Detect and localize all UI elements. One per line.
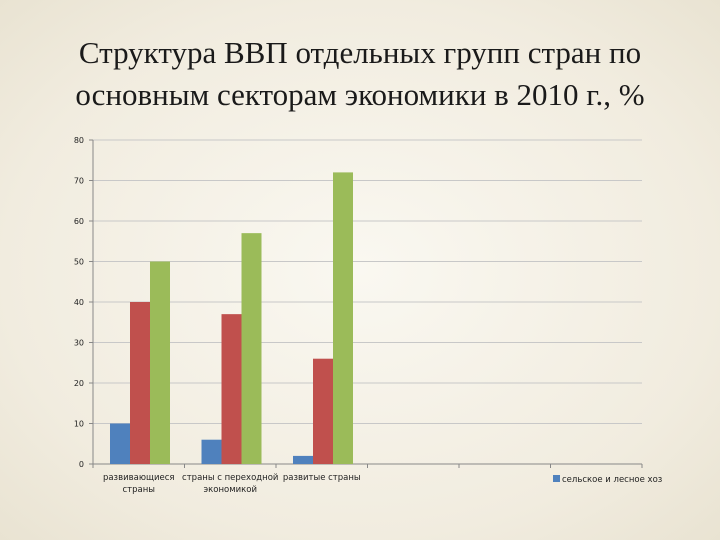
x-category-label: страны xyxy=(123,485,156,495)
y-tick-label: 40 xyxy=(74,298,84,307)
bar xyxy=(241,233,262,464)
title-line-1: Структура ВВП отдельных групп стран по xyxy=(78,35,642,70)
x-category-label: страны с переходной xyxy=(182,473,278,483)
legend[interactable]: сельское и лесное хоз xyxy=(553,475,663,485)
slide-title: Структура ВВП отдельных групп стран по о… xyxy=(20,32,700,116)
bar xyxy=(293,455,313,464)
grid-lines xyxy=(93,139,642,465)
bar xyxy=(201,439,222,464)
bar xyxy=(130,302,150,464)
axes xyxy=(89,139,643,468)
y-tick-label: 10 xyxy=(74,420,84,429)
y-tick-label: 60 xyxy=(74,217,84,226)
bars xyxy=(110,172,353,464)
y-tick-label: 80 xyxy=(74,136,84,145)
bar xyxy=(150,261,170,464)
labels: 0 10 20 30 40 50 60 70 80 развивающиеся страны стра… xyxy=(74,136,361,495)
y-tick-label: 30 xyxy=(74,339,84,348)
bar xyxy=(313,358,333,464)
legend-label[interactable]: сельское и лесное хоз xyxy=(562,475,663,485)
y-tick-label: 20 xyxy=(74,379,84,388)
x-category-label: развитые страны xyxy=(283,473,361,483)
legend-swatch[interactable] xyxy=(553,475,560,482)
bar xyxy=(221,314,242,464)
y-tick-label: 0 xyxy=(79,460,84,469)
bar xyxy=(333,172,353,464)
x-category-label: экономикой xyxy=(203,485,257,495)
bar xyxy=(110,423,130,464)
x-category-label: развивающиеся xyxy=(103,473,175,483)
title-line-2: основным секторам экономики в 2010 г., % xyxy=(75,77,645,112)
y-tick-label: 50 xyxy=(74,258,84,267)
y-tick-label: 70 xyxy=(74,177,84,186)
